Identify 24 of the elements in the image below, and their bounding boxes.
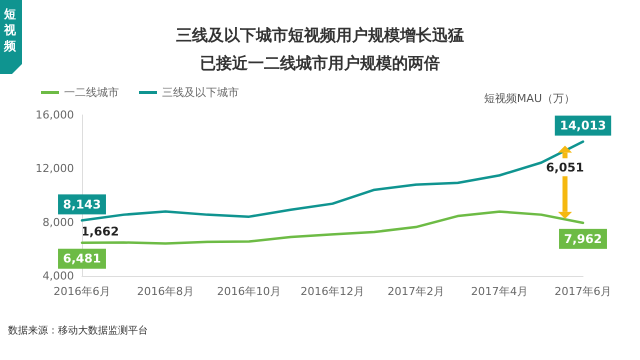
data-label: 6,481: [63, 252, 101, 266]
text: 短视频: [3, 7, 17, 53]
source-note: 数据来源：移动大数据监测平台: [8, 324, 148, 336]
annotation: 1,662: [81, 224, 119, 239]
annotation: 6,051: [546, 160, 584, 174]
data-label: 8,143: [63, 197, 101, 212]
chart-title: 三线及以下城市短视频用户规模增长迅猛: [176, 26, 464, 44]
x-tick-label: 2016年10月: [217, 285, 281, 298]
y-tick-label: 8,000: [42, 216, 74, 229]
y-tick-label: 4,000: [42, 270, 74, 282]
y-tick-label: 16,000: [36, 108, 74, 122]
x-tick-label: 2016年12月: [300, 285, 364, 298]
x-tick-label: 2016年8月: [137, 285, 194, 298]
x-tick-label: 2017年2月: [388, 285, 444, 298]
chart-subtitle: 已接近一二线城市用户规模的两倍: [200, 54, 440, 72]
x-tick-label: 2017年4月: [471, 285, 528, 298]
legend-label: 一二线城市: [64, 86, 119, 99]
data-label: 7,962: [564, 232, 602, 246]
data-label: 14,013: [560, 118, 606, 133]
y-axis-title: 短视频MAU（万）: [484, 92, 576, 105]
x-tick-label: 2017年6月: [554, 285, 612, 298]
legend-label: 三线及以下城市: [162, 86, 239, 99]
y-tick-label: 12,000: [36, 162, 74, 176]
x-tick-label: 2016年6月: [54, 285, 110, 298]
